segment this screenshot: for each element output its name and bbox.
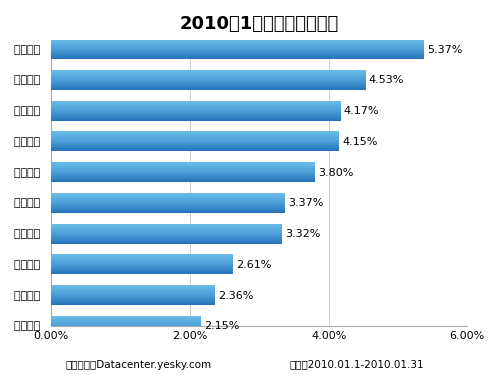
- Text: 海尔: 海尔: [14, 137, 30, 147]
- Text: 美的: 美的: [28, 291, 44, 301]
- Text: 4.53%: 4.53%: [369, 75, 404, 86]
- Text: 格力: 格力: [28, 45, 44, 55]
- Text: 4.15%: 4.15%: [342, 137, 378, 147]
- Text: 美的: 美的: [14, 291, 30, 301]
- Text: 格力: 格力: [14, 198, 30, 208]
- Text: 2.15%: 2.15%: [204, 321, 239, 332]
- Title: 2010年1月空调产品排行榜: 2010年1月空调产品排行榜: [180, 15, 339, 33]
- Text: 美的: 美的: [14, 106, 30, 116]
- Text: 美的: 美的: [28, 321, 44, 332]
- Text: 数据来源：Datacenter.yesky.com: 数据来源：Datacenter.yesky.com: [65, 360, 211, 369]
- Text: 时间：2010.01.1-2010.01.31: 时间：2010.01.1-2010.01.31: [290, 360, 424, 369]
- Text: 美的: 美的: [28, 106, 44, 116]
- Text: 美的: 美的: [14, 260, 30, 270]
- Text: 3.32%: 3.32%: [285, 229, 320, 239]
- Text: 格力: 格力: [14, 45, 30, 55]
- Text: 5.37%: 5.37%: [427, 45, 462, 55]
- Text: 美的: 美的: [14, 321, 30, 332]
- Text: 美的: 美的: [14, 229, 30, 239]
- Text: 格力: 格力: [28, 198, 44, 208]
- Text: 3.80%: 3.80%: [318, 168, 354, 178]
- Text: 海尔: 海尔: [28, 75, 44, 86]
- Text: 4.17%: 4.17%: [344, 106, 380, 116]
- Text: 3.37%: 3.37%: [288, 198, 324, 208]
- Text: 海尔: 海尔: [14, 75, 30, 86]
- Text: 海尔: 海尔: [28, 137, 44, 147]
- Text: 美的: 美的: [28, 168, 44, 178]
- Text: 美的: 美的: [14, 168, 30, 178]
- Text: 美的: 美的: [28, 229, 44, 239]
- Text: 2.36%: 2.36%: [218, 291, 254, 301]
- Text: 美的: 美的: [28, 260, 44, 270]
- Text: 2.61%: 2.61%: [236, 260, 271, 270]
